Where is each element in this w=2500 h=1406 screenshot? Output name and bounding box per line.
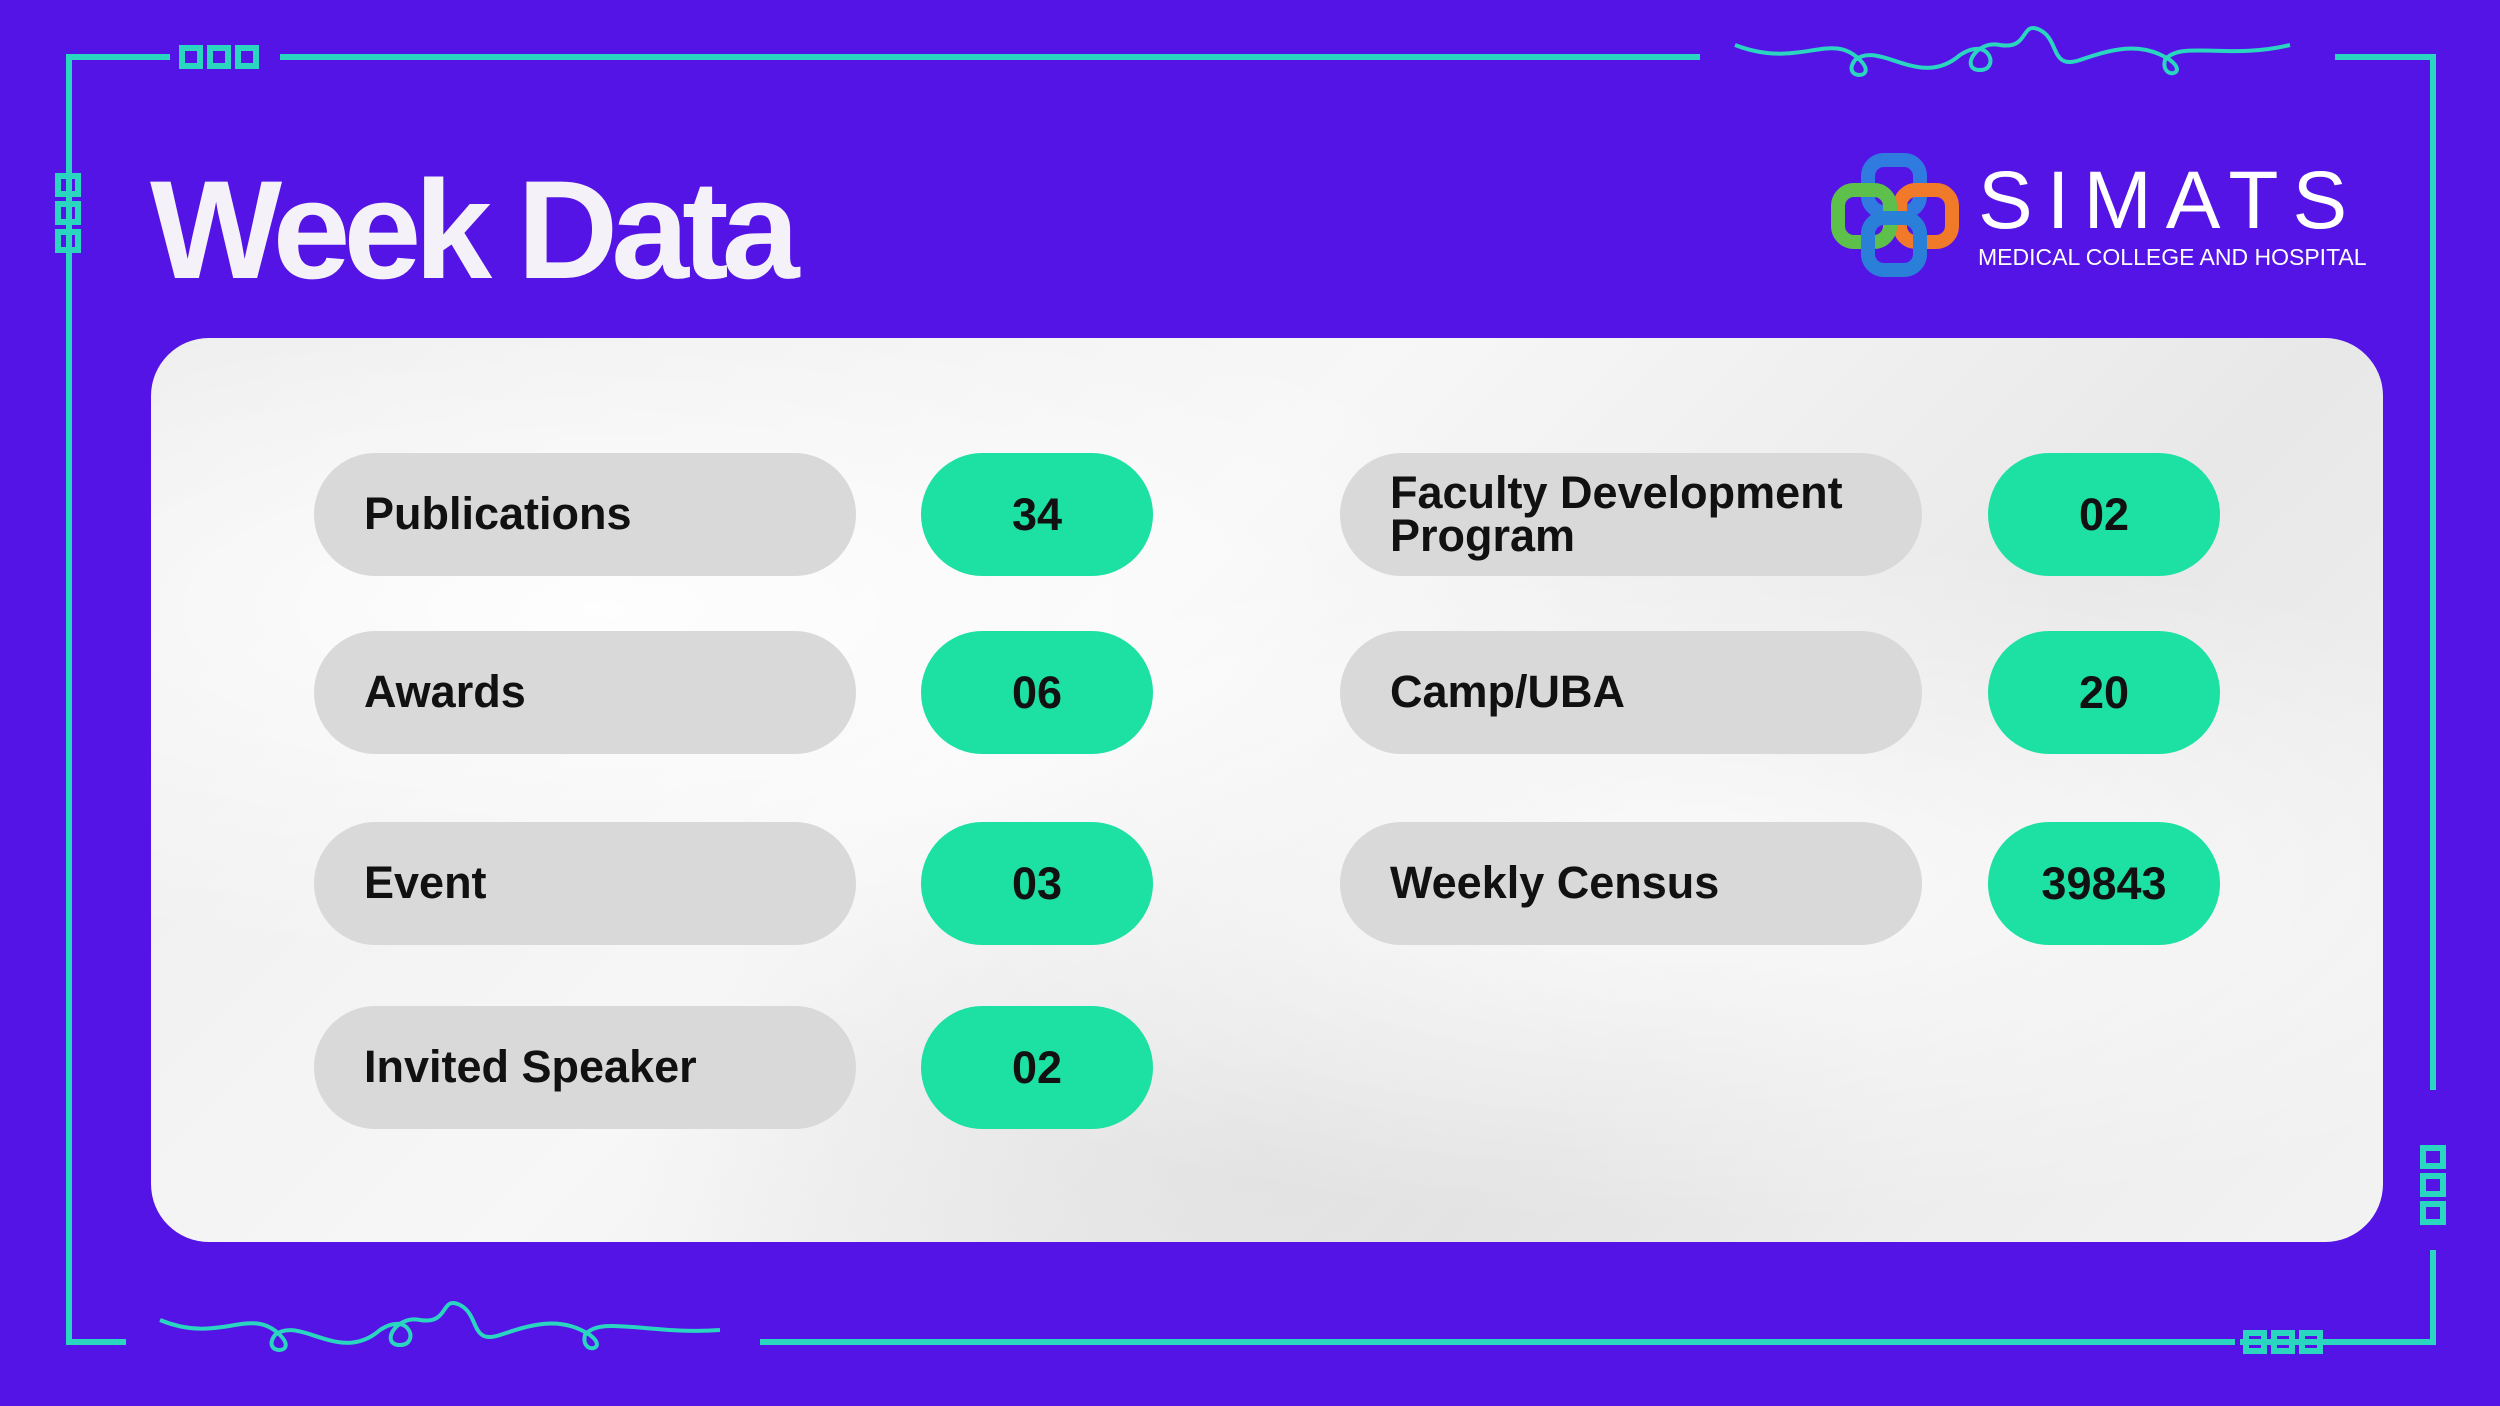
- label-text: Weekly Census: [1390, 857, 1720, 909]
- item-label: Event: [314, 822, 856, 945]
- label-text: Publications: [364, 488, 632, 540]
- item-value: 02: [921, 1006, 1153, 1129]
- item-label: Weekly Census: [1340, 822, 1922, 945]
- label-text: Camp/UBA: [1390, 666, 1626, 718]
- item-label: Camp/UBA: [1340, 631, 1922, 754]
- item-value: 39843: [1988, 822, 2220, 945]
- item-value: 20: [1988, 631, 2220, 754]
- title: Week Data: [150, 151, 800, 308]
- logo-name: SIMATS: [1978, 155, 2362, 246]
- label-text: Invited Speaker: [364, 1041, 697, 1093]
- item-label: Awards: [314, 631, 856, 754]
- label-text: Event: [364, 857, 487, 909]
- item-label: Faculty Development Program: [1340, 453, 1922, 576]
- item-value: 34: [921, 453, 1153, 576]
- label-text: Awards: [364, 666, 526, 718]
- item-value: 02: [1988, 453, 2220, 576]
- label-text: Faculty Development Program: [1390, 466, 1843, 561]
- logo-subtitle: MEDICAL COLLEGE AND HOSPITAL: [1978, 244, 2367, 270]
- item-label: Publications: [314, 453, 856, 576]
- item-label: Invited Speaker: [314, 1006, 856, 1129]
- item-value: 03: [921, 822, 1153, 945]
- item-value: 06: [921, 631, 1153, 754]
